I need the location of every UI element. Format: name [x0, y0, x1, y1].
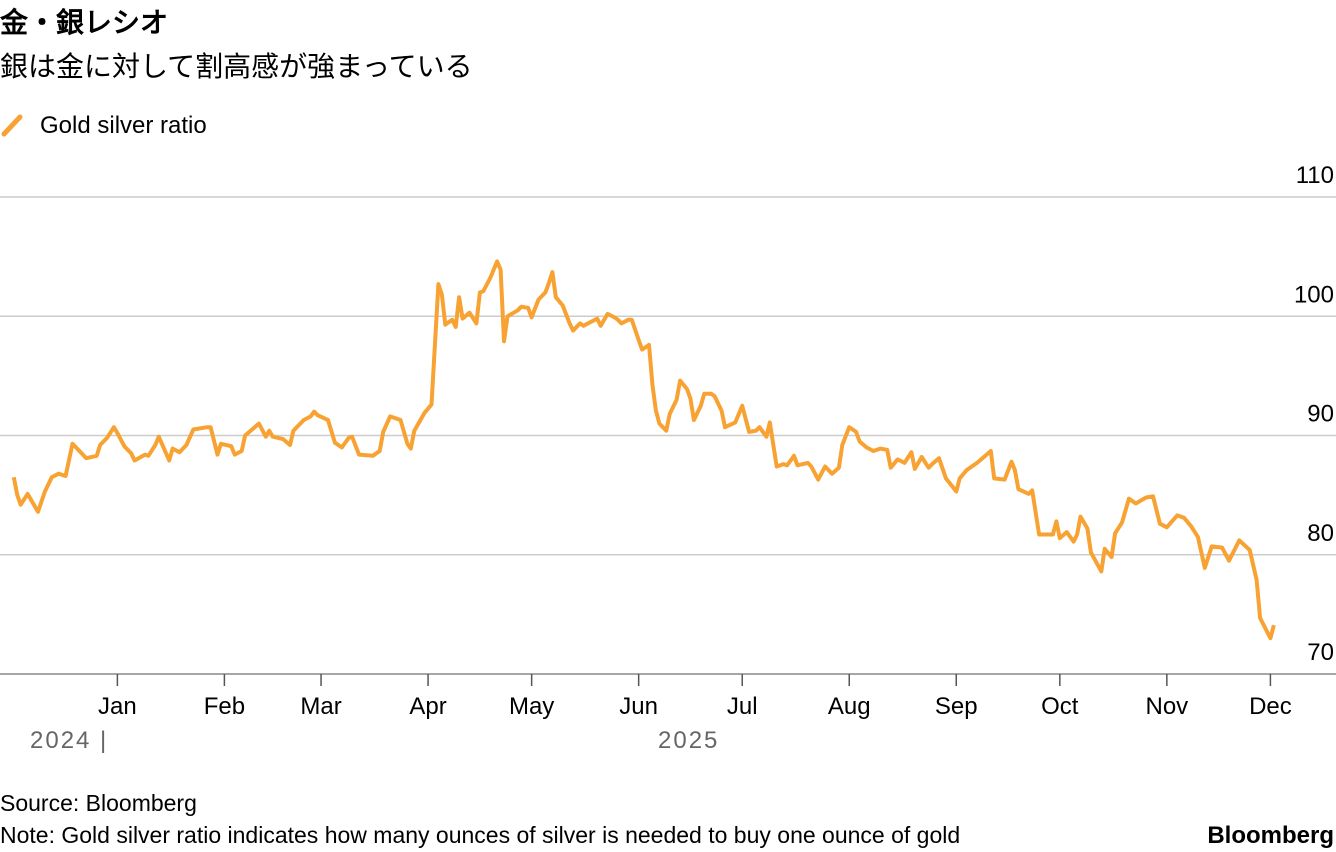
- x-tick-label: Mar: [300, 693, 341, 720]
- x-tick-label: Nov: [1145, 693, 1188, 720]
- y-tick-label: 110: [1296, 162, 1334, 189]
- x-tick-label: May: [509, 693, 554, 720]
- year-label: 2024 |: [30, 727, 108, 754]
- year-label: 2025: [658, 727, 719, 754]
- y-tick-label: 70: [1307, 639, 1334, 666]
- x-tick-label: Sep: [935, 693, 978, 720]
- legend-label: Gold silver ratio: [40, 112, 207, 139]
- y-tick-label: 90: [1307, 401, 1334, 428]
- x-tick-label: Jul: [727, 693, 758, 720]
- legend-swatch: [1, 114, 23, 137]
- chart-title: 金・銀レシオ: [0, 6, 168, 38]
- y-tick-label: 100: [1294, 281, 1334, 308]
- y-tick-label: 80: [1307, 520, 1334, 547]
- source: Source: Bloomberg: [0, 790, 197, 816]
- x-tick-label: Jan: [98, 693, 137, 720]
- x-tick-label: Aug: [828, 693, 871, 720]
- x-tick-label: Feb: [204, 693, 245, 720]
- x-tick-label: Apr: [409, 693, 446, 720]
- x-tick-label: Dec: [1249, 693, 1292, 720]
- x-tick-label: Oct: [1041, 693, 1079, 720]
- brand: Bloomberg: [1207, 822, 1334, 849]
- x-tick-label: Jun: [619, 693, 658, 720]
- line-series: [11, 259, 1276, 641]
- chart-subtitle: 銀は金に対して割高感が強まっている: [0, 51, 473, 82]
- note: Note: Gold silver ratio indicates how ma…: [0, 822, 960, 848]
